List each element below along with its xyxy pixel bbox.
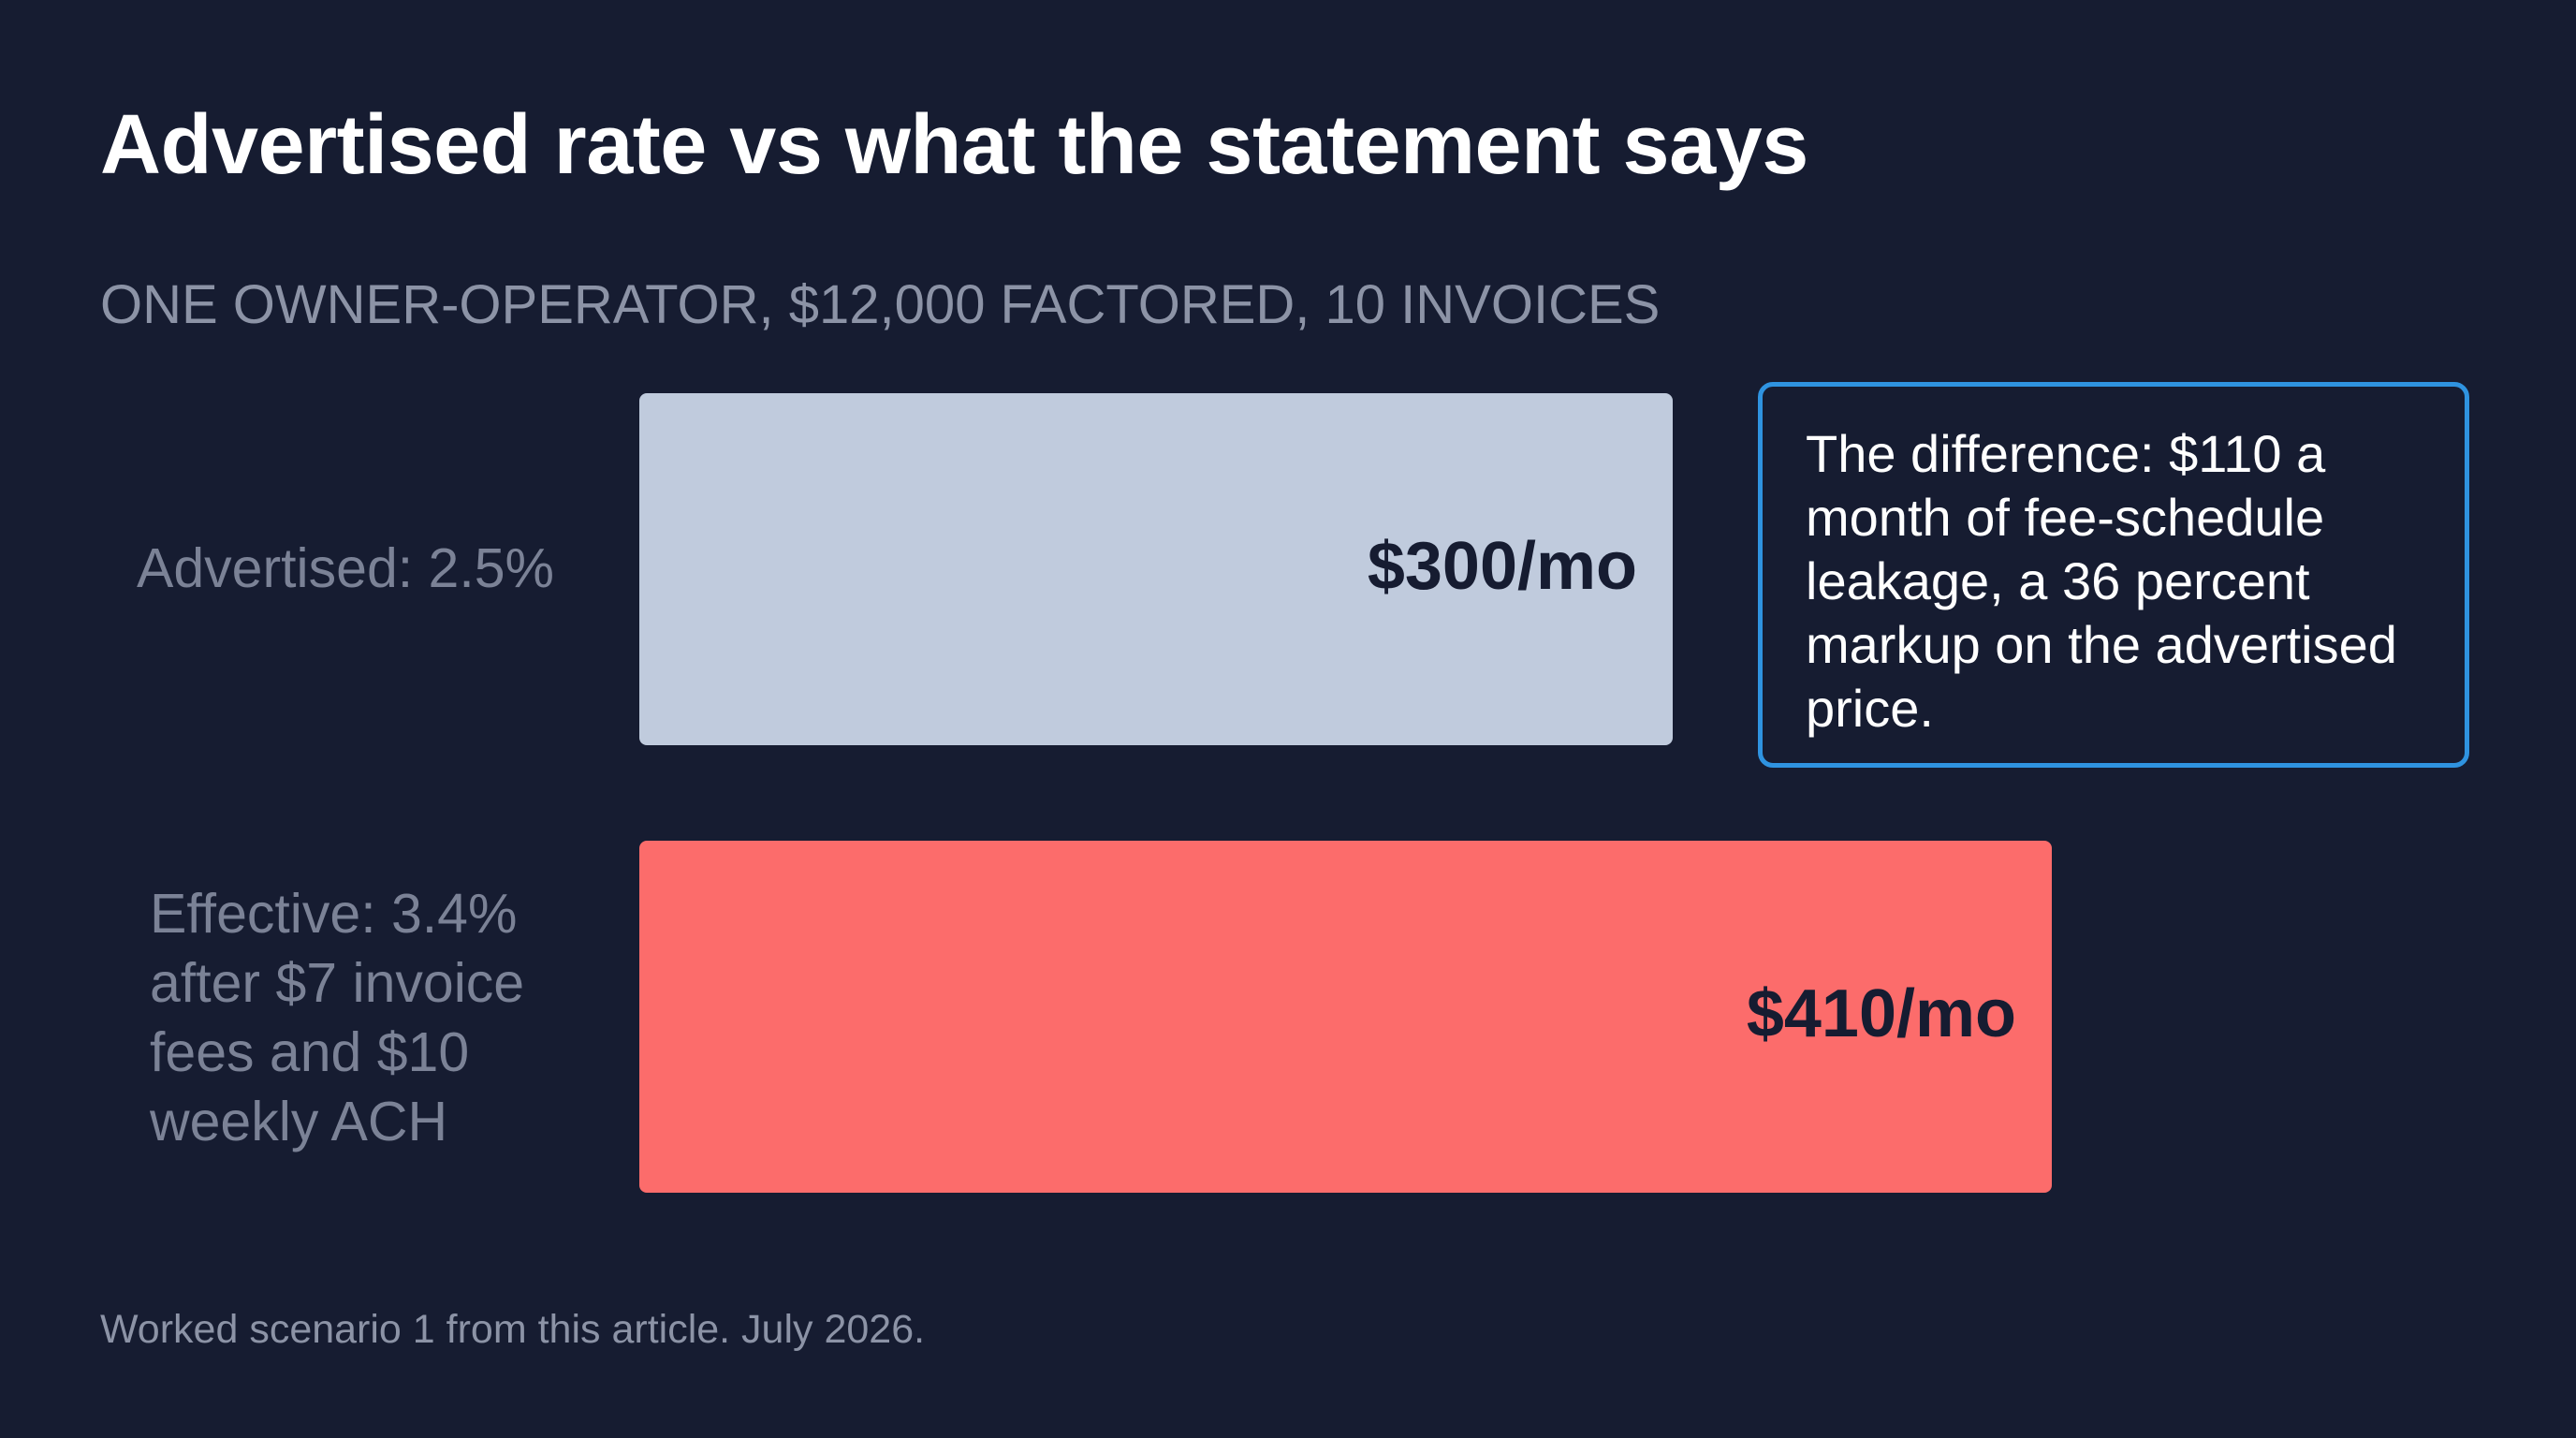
bar-value-label-0: $300/mo (1367, 529, 1637, 604)
bar-value-label-1: $410/mo (1746, 976, 2016, 1051)
category-label-1: Effective: 3.4% after $7 invoice fees an… (150, 883, 525, 1152)
footer-note: Worked scenario 1 from this article. Jul… (100, 1307, 926, 1352)
bar-1 (639, 841, 2052, 1193)
chart-subtitle: ONE OWNER-OPERATOR, $12,000 FACTORED, 10… (100, 274, 1661, 335)
difference-callout: The difference: $110 a month of fee-sche… (1758, 382, 2469, 768)
bar-0 (639, 393, 1673, 745)
chart-title: Advertised rate vs what the statement sa… (100, 98, 1808, 192)
category-label-0: Advertised: 2.5% (137, 537, 555, 599)
